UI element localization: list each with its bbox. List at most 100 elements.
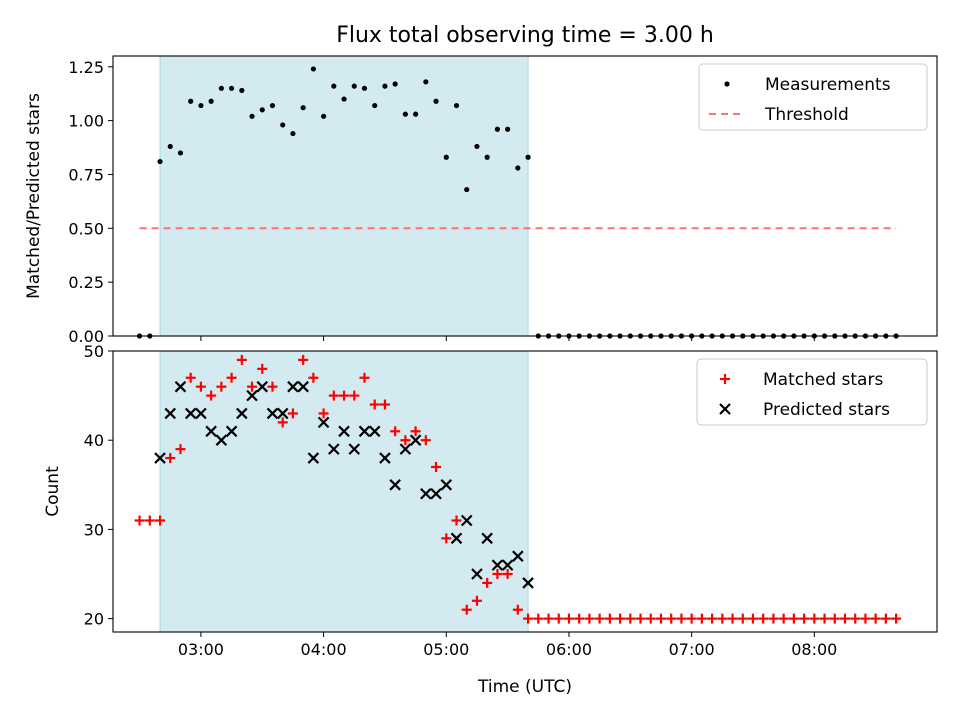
y-axis-label: Count [43,466,63,517]
point [768,613,779,624]
point [512,604,523,615]
y-tick-label: 0.00 [68,327,104,346]
point [430,487,442,500]
point-b [420,487,432,500]
point [471,568,483,580]
point [277,417,288,428]
plot-frame [112,55,938,337]
point [533,613,544,624]
point-b [154,452,166,464]
point-b [450,532,463,545]
point [167,143,173,150]
point [195,381,206,392]
point [185,372,196,383]
y-tick-label: 0.50 [68,219,104,238]
point-b [481,532,493,545]
point-b [379,452,391,464]
point [144,515,155,526]
legend: Measurements Threshold [698,63,928,131]
point [717,613,728,624]
point [891,613,902,624]
x-tick-label: 04:00 [301,640,347,659]
point [297,380,309,393]
count-panel: 20 30 40 50 03:00 04:00 05:00 06:00 07:00 08:00 Co… [43,342,938,659]
point [494,126,500,132]
point [249,113,255,119]
point [512,550,524,562]
point [440,479,453,491]
point [349,390,360,401]
point-b [205,425,217,438]
point-b [317,416,330,429]
point [584,613,595,624]
point [175,444,186,455]
point-b [501,559,514,571]
point [372,102,378,109]
point [218,85,224,91]
point-b [164,407,177,420]
point [625,613,636,624]
point [525,154,531,160]
point [328,390,339,401]
point [522,577,534,589]
point [341,96,347,102]
point [379,399,390,410]
point [686,613,697,624]
point [829,613,840,624]
point [198,102,204,109]
point-b [409,434,422,446]
legend-label: Matched stars [763,370,883,390]
point [359,372,370,383]
point [216,381,227,392]
legend-handle [724,81,730,87]
point [778,613,789,624]
point-b [491,559,504,571]
point [563,613,574,624]
plot-frame [112,350,938,633]
point [154,452,166,464]
point [553,613,564,624]
point [318,408,329,419]
x-tick-label: 06:00 [546,640,592,659]
point [410,426,421,437]
point [594,613,605,624]
point [369,399,380,410]
point [157,158,163,165]
point [287,380,299,393]
point [206,390,217,401]
point [492,569,503,580]
point-b [440,479,453,491]
y-tick-label: 1.00 [68,112,104,131]
point [464,186,470,193]
point [819,613,830,624]
point-b [368,425,381,438]
point [727,613,738,624]
point-b [348,443,361,455]
y-axis-label: Matched/Predicted stars [24,93,44,299]
point [236,407,248,420]
point [379,452,391,464]
point [174,380,187,393]
point [850,613,861,624]
point-b [430,487,442,500]
point [451,515,462,526]
point-b [460,514,473,527]
x-tick-label: 08:00 [791,640,837,659]
legend-label: Measurements [765,75,891,95]
ratio-panel: 0.00 0.25 0.50 0.75 1.00 1.25 Matched/Predicte… [24,55,938,346]
point [502,569,513,580]
point [280,122,286,128]
point-b [174,380,187,393]
point-b [256,380,269,393]
point [501,559,514,571]
point [484,154,490,160]
point [368,425,381,438]
point-b [471,568,483,580]
point [443,154,449,160]
legend-box [696,358,928,426]
point-b [266,407,279,420]
point [269,102,276,109]
point [331,83,337,89]
point [860,613,871,624]
